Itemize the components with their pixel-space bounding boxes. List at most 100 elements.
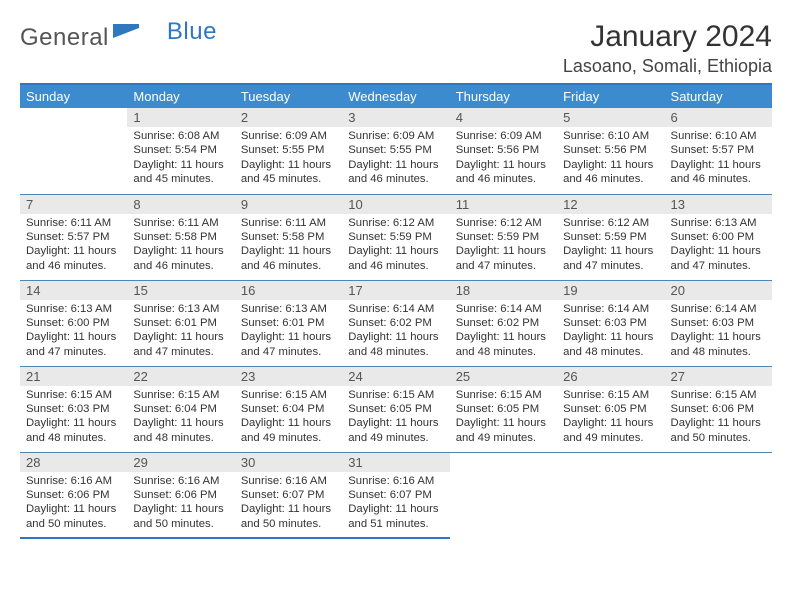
day-cell-28: 28Sunrise: 6:16 AMSunset: 6:06 PMDayligh… — [20, 452, 127, 538]
daylight-text-1: Daylight: 11 hours — [26, 330, 123, 344]
sunrise-text: Sunrise: 6:16 AM — [348, 474, 445, 488]
sunset-text: Sunset: 5:59 PM — [348, 230, 445, 244]
day-cell-23: 23 Sunrise: 6:15 AMSunset: 6:04 PMDayligh… — [235, 366, 342, 452]
day-cell-7: 7Sunrise: 6:11 AMSunset: 5:57 PMDaylight… — [20, 194, 127, 280]
daylight-text-1: Daylight: 11 hours — [133, 416, 230, 430]
day-details: Sunrise: 6:13 AMSunset: 6:01 PMDaylight:… — [127, 300, 234, 364]
weekday-monday: Monday — [127, 84, 234, 108]
daylight-text-1: Daylight: 11 hours — [563, 158, 660, 172]
daylight-text-1: Daylight: 11 hours — [348, 158, 445, 172]
sunrise-text: Sunrise: 6:15 AM — [133, 388, 230, 402]
daylight-text-1: Daylight: 11 hours — [133, 158, 230, 172]
sunrise-text: Sunrise: 6:12 AM — [348, 216, 445, 230]
sunrise-text: Sunrise: 6:16 AM — [26, 474, 123, 488]
sunrise-text: Sunrise: 6:11 AM — [241, 216, 338, 230]
day-cell-blank — [20, 108, 127, 194]
calendar-row: 1Sunrise: 6:08 AMSunset: 5:54 PMDaylight… — [20, 108, 772, 194]
daylight-text-1: Daylight: 11 hours — [456, 416, 553, 430]
location-text: Lasoano, Somali, Ethiopia — [563, 56, 772, 77]
sunset-text: Sunset: 6:04 PM — [241, 402, 338, 416]
calendar-row: 14Sunrise: 6:13 AMSunset: 6:00 PMDayligh… — [20, 280, 772, 366]
day-cell-8: 8Sunrise: 6:11 AMSunset: 5:58 PMDaylight… — [127, 194, 234, 280]
sunset-text: Sunset: 5:57 PM — [671, 143, 768, 157]
header: General Blue January 2024 Lasoano, Somal… — [20, 20, 772, 77]
daylight-text-1: Daylight: 11 hours — [563, 416, 660, 430]
daylight-text-2: and 47 minutes. — [563, 259, 660, 273]
day-details: Sunrise: 6:15 AMSunset: 6:05 PMDaylight:… — [557, 386, 664, 450]
daylight-text-1: Daylight: 11 hours — [563, 330, 660, 344]
calendar-row: 28Sunrise: 6:16 AMSunset: 6:06 PMDayligh… — [20, 452, 772, 538]
day-cell-20: 20Sunrise: 6:14 AMSunset: 6:03 PMDayligh… — [665, 280, 772, 366]
sunrise-text: Sunrise: 6:16 AM — [133, 474, 230, 488]
logo: General Blue — [20, 20, 217, 52]
day-number: 21 — [20, 367, 127, 386]
sunrise-text: Sunrise: 6:14 AM — [563, 302, 660, 316]
sunrise-text: Sunrise: 6:14 AM — [456, 302, 553, 316]
daylight-text-1: Daylight: 11 hours — [133, 330, 230, 344]
weekday-saturday: Saturday — [665, 84, 772, 108]
daylight-text-2: and 45 minutes. — [133, 172, 230, 186]
day-cell-10: 10Sunrise: 6:12 AMSunset: 5:59 PMDayligh… — [342, 194, 449, 280]
day-cell-13: 13Sunrise: 6:13 AMSunset: 6:00 PMDayligh… — [665, 194, 772, 280]
day-details: Sunrise: 6:16 AMSunset: 6:07 PMDaylight:… — [235, 472, 342, 536]
sunset-text: Sunset: 5:57 PM — [26, 230, 123, 244]
day-cell-14: 14Sunrise: 6:13 AMSunset: 6:00 PMDayligh… — [20, 280, 127, 366]
daylight-text-2: and 48 minutes. — [456, 345, 553, 359]
day-details: Sunrise: 6:15 AMSunset: 6:03 PMDaylight:… — [20, 386, 127, 450]
day-number: 25 — [450, 367, 557, 386]
daylight-text-2: and 50 minutes. — [241, 517, 338, 531]
daylight-text-2: and 48 minutes. — [671, 345, 768, 359]
sunrise-text: Sunrise: 6:15 AM — [563, 388, 660, 402]
day-details: Sunrise: 6:10 AMSunset: 5:57 PMDaylight:… — [665, 127, 772, 191]
day-cell-19: 19Sunrise: 6:14 AMSunset: 6:03 PMDayligh… — [557, 280, 664, 366]
sunset-text: Sunset: 6:06 PM — [133, 488, 230, 502]
sunrise-text: Sunrise: 6:15 AM — [241, 388, 338, 402]
daylight-text-1: Daylight: 11 hours — [348, 502, 445, 516]
daylight-text-1: Daylight: 11 hours — [26, 502, 123, 516]
sunrise-text: Sunrise: 6:15 AM — [348, 388, 445, 402]
day-details: Sunrise: 6:11 AMSunset: 5:58 PMDaylight:… — [235, 214, 342, 278]
day-cell-15: 15Sunrise: 6:13 AMSunset: 6:01 PMDayligh… — [127, 280, 234, 366]
sunset-text: Sunset: 6:01 PM — [133, 316, 230, 330]
day-number: 10 — [342, 195, 449, 214]
day-number: 9 — [235, 195, 342, 214]
sunset-text: Sunset: 5:59 PM — [456, 230, 553, 244]
sunset-text: Sunset: 5:56 PM — [456, 143, 553, 157]
sunset-text: Sunset: 6:06 PM — [26, 488, 123, 502]
day-number: 11 — [450, 195, 557, 214]
day-details: Sunrise: 6:13 AMSunset: 6:01 PMDaylight:… — [235, 300, 342, 364]
day-cell-22: 22Sunrise: 6:15 AMSunset: 6:04 PMDayligh… — [127, 366, 234, 452]
day-number: 23 — [235, 367, 342, 386]
day-number: 26 — [557, 367, 664, 386]
daylight-text-2: and 49 minutes. — [456, 431, 553, 445]
daylight-text-2: and 49 minutes. — [563, 431, 660, 445]
sunrise-text: Sunrise: 6:12 AM — [563, 216, 660, 230]
sunrise-text: Sunrise: 6:11 AM — [133, 216, 230, 230]
sunset-text: Sunset: 6:04 PM — [133, 402, 230, 416]
sunrise-text: Sunrise: 6:09 AM — [456, 129, 553, 143]
logo-text-blue: Blue — [167, 18, 217, 45]
day-number: 2 — [235, 108, 342, 127]
day-details: Sunrise: 6:09 AMSunset: 5:55 PMDaylight:… — [235, 127, 342, 191]
sunrise-text: Sunrise: 6:10 AM — [563, 129, 660, 143]
day-details: Sunrise: 6:15 AMSunset: 6:05 PMDaylight:… — [342, 386, 449, 450]
day-number: 12 — [557, 195, 664, 214]
day-number: 14 — [20, 281, 127, 300]
day-details: Sunrise: 6:12 AMSunset: 5:59 PMDaylight:… — [450, 214, 557, 278]
day-cell-17: 17Sunrise: 6:14 AMSunset: 6:02 PMDayligh… — [342, 280, 449, 366]
day-details: Sunrise: 6:16 AMSunset: 6:07 PMDaylight:… — [342, 472, 449, 536]
day-details: Sunrise: 6:13 AMSunset: 6:00 PMDaylight:… — [665, 214, 772, 278]
day-details: Sunrise: 6:14 AMSunset: 6:03 PMDaylight:… — [665, 300, 772, 364]
logo-text-general: General — [20, 24, 109, 52]
daylight-text-1: Daylight: 11 hours — [348, 416, 445, 430]
sunset-text: Sunset: 6:03 PM — [26, 402, 123, 416]
day-cell-6: 6Sunrise: 6:10 AMSunset: 5:57 PMDaylight… — [665, 108, 772, 194]
daylight-text-1: Daylight: 11 hours — [241, 416, 338, 430]
daylight-text-1: Daylight: 11 hours — [671, 158, 768, 172]
daylight-text-2: and 48 minutes. — [133, 431, 230, 445]
daylight-text-2: and 47 minutes. — [671, 259, 768, 273]
day-cell-27: 27Sunrise: 6:15 AMSunset: 6:06 PMDayligh… — [665, 366, 772, 452]
daylight-text-2: and 51 minutes. — [348, 517, 445, 531]
weekday-header-row: Sunday Monday Tuesday Wednesday Thursday… — [20, 84, 772, 108]
daylight-text-2: and 47 minutes. — [26, 345, 123, 359]
